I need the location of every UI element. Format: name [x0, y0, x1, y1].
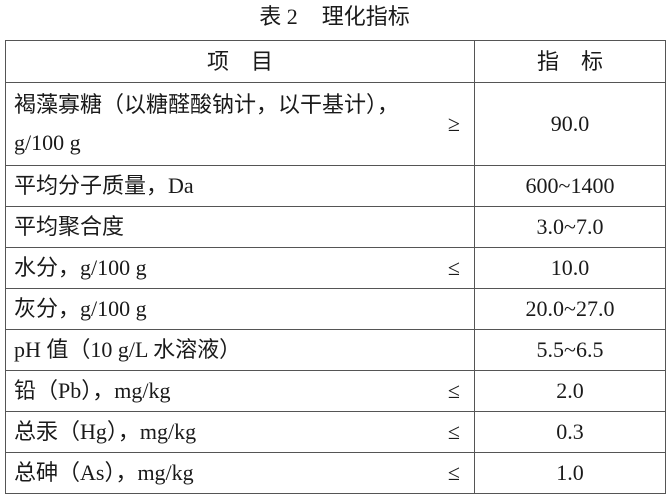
table-number: 表 2 — [259, 4, 298, 29]
item-cell: 水分，g/100 g ≤ — [5, 247, 475, 289]
operator: ≤ — [447, 378, 460, 403]
item-label: 铅（Pb），mg/kg — [14, 378, 171, 403]
table-row: 总砷（As），mg/kg ≤ 1.0 — [5, 452, 666, 494]
item-label: pH 值（10 g/L 水溶液） — [14, 337, 242, 362]
value-cell: 1.0 — [474, 452, 666, 494]
table-row: 褐藻寡糖（以糖醛酸钠计，以干基计），g/100 g ≥ 90.0 — [5, 82, 666, 166]
operator: ≥ — [447, 111, 460, 136]
value-cell: 10.0 — [474, 247, 666, 289]
table-title: 表 2 理化指标 — [0, 2, 669, 32]
table-row: 铅（Pb），mg/kg ≤ 2.0 — [5, 370, 666, 412]
item-cell: 平均聚合度 — [5, 206, 475, 248]
value-cell: 20.0~27.0 — [474, 288, 666, 330]
header-item: 项 目 — [5, 40, 475, 83]
item-cell: 平均分子质量，Da — [5, 165, 475, 207]
item-label: 水分，g/100 g — [14, 255, 147, 280]
item-cell: 总砷（As），mg/kg ≤ — [5, 452, 475, 494]
operator: ≤ — [447, 255, 460, 280]
item-cell: 灰分，g/100 g — [5, 288, 475, 330]
header-row: 项 目 指 标 — [5, 40, 666, 83]
item-label: 平均分子质量，Da — [14, 173, 194, 198]
item-cell: 铅（Pb），mg/kg ≤ — [5, 370, 475, 412]
table-row: 总汞（Hg），mg/kg ≤ 0.3 — [5, 411, 666, 453]
table-row: 平均聚合度 3.0~7.0 — [5, 206, 666, 248]
value-cell: 5.5~6.5 — [474, 329, 666, 371]
item-label: 总汞（Hg），mg/kg — [14, 419, 197, 444]
item-label: 总砷（As），mg/kg — [14, 460, 194, 485]
value-cell: 90.0 — [474, 82, 666, 166]
value-cell: 600~1400 — [474, 165, 666, 207]
item-cell: 褐藻寡糖（以糖醛酸钠计，以干基计），g/100 g ≥ — [5, 82, 475, 166]
item-label: 灰分，g/100 g — [14, 296, 147, 321]
physicochemical-table: 项 目 指 标 褐藻寡糖（以糖醛酸钠计，以干基计），g/100 g ≥ 90.0 … — [5, 40, 666, 494]
value-cell: 3.0~7.0 — [474, 206, 666, 248]
header-value: 指 标 — [474, 40, 666, 83]
table-row: 水分，g/100 g ≤ 10.0 — [5, 247, 666, 289]
item-label: 平均聚合度 — [14, 214, 125, 239]
item-label: 褐藻寡糖（以糖醛酸钠计，以干基计），g/100 g — [14, 92, 400, 155]
item-cell: pH 值（10 g/L 水溶液） — [5, 329, 475, 371]
table-row: 灰分，g/100 g 20.0~27.0 — [5, 288, 666, 330]
item-cell: 总汞（Hg），mg/kg ≤ — [5, 411, 475, 453]
table-row: pH 值（10 g/L 水溶液） 5.5~6.5 — [5, 329, 666, 371]
table-caption: 理化指标 — [321, 4, 410, 29]
value-cell: 0.3 — [474, 411, 666, 453]
table-row: 平均分子质量，Da 600~1400 — [5, 165, 666, 207]
operator: ≤ — [447, 460, 460, 485]
value-cell: 2.0 — [474, 370, 666, 412]
operator: ≤ — [447, 419, 460, 444]
